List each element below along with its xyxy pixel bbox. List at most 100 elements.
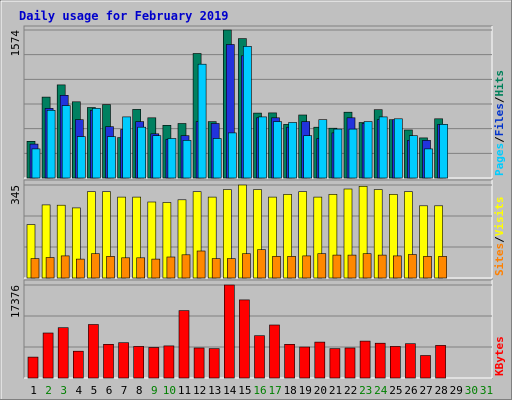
bar-sites-day-12: [196, 250, 206, 279]
x-tick-label-day-14: 14: [223, 384, 237, 397]
x-tick-label-day-3: 3: [60, 384, 67, 397]
x-tick-label-day-26: 26: [404, 384, 417, 397]
bar-kbytes-day-24: [374, 342, 386, 379]
x-tick-label-day-20: 20: [314, 384, 327, 397]
legend-entry: Pages: [493, 143, 506, 176]
series-visits: [26, 184, 443, 279]
bar-kbytes-day-3: [57, 327, 69, 379]
bar-sites-day-28: [438, 256, 447, 279]
bar-sites-day-7: [121, 257, 130, 279]
x-tick-label-day-17: 17: [268, 384, 281, 397]
bar-pages-day-16: [258, 116, 267, 179]
bar-kbytes-day-7: [118, 342, 129, 379]
bar-kbytes-day-6: [103, 343, 114, 379]
chart-title: Daily usage for February 2019: [19, 9, 229, 23]
bar-kbytes-day-8: [133, 346, 144, 379]
legend-entry: Files: [493, 103, 506, 136]
series-sites: [30, 249, 447, 279]
bar-kbytes-day-26: [405, 343, 416, 379]
x-tick-label-day-1: 1: [30, 384, 37, 397]
bar-sites-day-24: [377, 254, 387, 279]
bar-pages-day-6: [107, 136, 116, 179]
bar-sites-day-23: [362, 253, 372, 279]
bar-kbytes-day-22: [344, 347, 356, 379]
x-tick-label-day-8: 8: [136, 384, 143, 397]
bar-kbytes-day-11: [178, 310, 190, 379]
bar-pages-day-10: [167, 138, 177, 179]
x-tick-label-day-4: 4: [75, 384, 82, 397]
x-tick-label-day-16: 16: [253, 384, 266, 397]
bar-pages-day-21: [333, 128, 343, 179]
bar-kbytes-day-23: [359, 340, 371, 379]
bar-sites-day-4: [76, 258, 85, 279]
bar-pages-day-8: [137, 126, 146, 179]
bar-sites-day-17: [272, 256, 281, 279]
bar-sites-day-15: [242, 253, 251, 279]
legend-entry: /: [493, 96, 506, 103]
legend-entry: Visits: [493, 197, 506, 237]
x-tick-label-day-18: 18: [284, 384, 297, 397]
bar-kbytes-day-21: [329, 348, 341, 379]
x-tick-label-day-22: 22: [344, 384, 357, 397]
bar-sites-day-26: [408, 254, 417, 279]
panel-kbytes: 17376 KBytes: [9, 279, 506, 379]
bar-kbytes-day-25: [389, 346, 401, 379]
x-tick-label-day-2: 2: [45, 384, 52, 397]
y-max-label-kbytes: 17376: [9, 285, 22, 318]
panel-hits-files-pages: 1574 Pages/Files/Hits: [9, 25, 506, 179]
x-tick-label-day-29: 29: [450, 384, 463, 397]
legend-entry: /: [493, 136, 506, 143]
bar-sites-day-1: [30, 258, 40, 279]
bar-kbytes-day-18: [284, 343, 295, 379]
bar-kbytes-day-2: [42, 332, 54, 379]
bar-sites-day-2: [45, 257, 55, 279]
bar-sites-day-10: [166, 256, 176, 279]
bar-kbytes-day-5: [88, 324, 99, 379]
bar-sites-day-16: [257, 249, 266, 279]
bar-pages-day-9: [152, 135, 162, 179]
bar-sites-day-11: [181, 254, 191, 279]
bar-sites-day-19: [302, 255, 312, 279]
bar-kbytes-day-28: [435, 345, 446, 379]
bar-kbytes-day-19: [299, 346, 311, 379]
x-tick-label-day-24: 24: [374, 384, 388, 397]
x-tick-label-day-25: 25: [389, 384, 402, 397]
y-max-label-hits-files-pages: 1574: [9, 30, 22, 57]
bar-pages-day-18: [288, 122, 297, 179]
x-tick-label-day-31: 31: [480, 384, 493, 397]
bar-kbytes-day-20: [314, 341, 326, 379]
bar-pages-day-7: [122, 116, 131, 179]
bar-pages-day-19: [303, 135, 313, 179]
x-tick-label-day-15: 15: [238, 384, 251, 397]
bar-sites-day-3: [60, 255, 70, 279]
bar-pages-day-3: [61, 105, 71, 179]
y-max-label-visits-sites: 345: [9, 185, 22, 205]
x-tick-label-day-28: 28: [435, 384, 448, 397]
bar-kbytes-day-4: [73, 350, 84, 379]
bar-kbytes-day-16: [254, 335, 265, 379]
x-axis-labels: 1 2 3 4 5 6 7 8 9 10 11 12 13 14 15 16 17 18 19 20 21 22 23 24 2…: [30, 384, 493, 397]
bar-sites-day-20: [317, 253, 327, 279]
bar-pages-day-11: [182, 140, 192, 179]
bar-pages-day-24: [378, 116, 388, 179]
bar-kbytes-day-9: [148, 347, 160, 379]
legend-hits-files-pages: Pages/Files/Hits: [493, 70, 506, 176]
bar-sites-day-9: [151, 258, 161, 279]
bar-pages-day-22: [348, 128, 358, 179]
bar-sites-day-18: [287, 256, 296, 279]
x-tick-label-day-11: 11: [178, 384, 191, 397]
bar-kbytes-day-13: [208, 348, 220, 379]
legend-entry: Sites: [493, 243, 506, 276]
x-tick-label-day-27: 27: [419, 384, 432, 397]
bar-sites-day-13: [211, 258, 221, 279]
bar-pages-day-13: [212, 138, 222, 179]
bar-kbytes-day-1: [27, 356, 39, 379]
series-pages: [31, 46, 448, 179]
bar-sites-day-6: [106, 256, 115, 279]
bar-sites-day-5: [91, 253, 100, 279]
bar-pages-day-27: [424, 148, 433, 179]
series-kbytes: [27, 284, 446, 379]
bar-pages-day-26: [409, 135, 418, 179]
bar-kbytes-day-17: [269, 324, 280, 379]
legend-visits-sites: Sites/Visits: [493, 197, 506, 277]
